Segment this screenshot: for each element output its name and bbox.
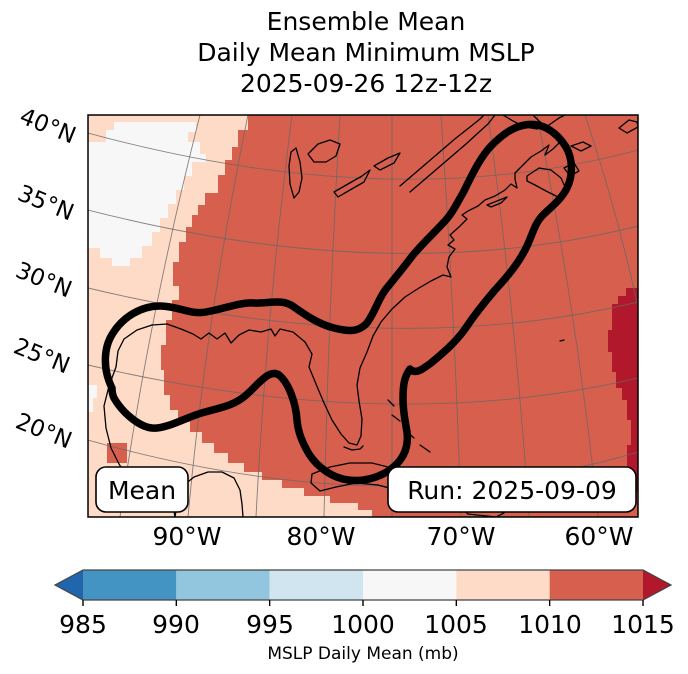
meridian-90w (187, 115, 249, 517)
colorbar: 985 990 995 1000 1005 1010 1015 MSLP Dai… (53, 569, 675, 664)
lat-label-35n: 35°N (14, 181, 78, 227)
colorbar-tick-labels: 985 990 995 1000 1005 1010 1015 (59, 610, 675, 639)
cbar-tick-985: 985 (59, 610, 107, 639)
meridian-70w (440, 115, 462, 517)
colorbar-seg-1000-1005 (363, 570, 457, 600)
lon-label-70w: 70°W (426, 522, 495, 551)
fill-region-1000-1005 (88, 122, 206, 412)
run-annotation-text: Run: 2025-09-09 (407, 476, 617, 505)
run-annotation: Run: 2025-09-09 (387, 466, 637, 513)
lat-label-30n: 30°N (12, 258, 76, 304)
x-axis-labels: 90°W 80°W 70°W 60°W (152, 522, 633, 551)
coast-long-island (486, 196, 508, 208)
colorbar-over-arrow (643, 570, 671, 600)
cbar-tick-1010: 1010 (518, 610, 582, 639)
parallel-35n (88, 209, 638, 254)
cbar-tick-995: 995 (246, 610, 294, 639)
map-body (88, 115, 638, 517)
parallel-25n (88, 364, 638, 405)
colorbar-seg-990-995 (176, 570, 270, 600)
meridian-80w (323, 115, 341, 517)
meridian-55w (584, 115, 638, 310)
fill-patch-1010-1015 (107, 443, 127, 463)
coast-florida-keys (343, 445, 364, 451)
colorbar-under-arrow (55, 570, 83, 600)
meridian-60w (536, 115, 599, 517)
meridian-85w (255, 115, 293, 517)
meridian-95w (119, 115, 201, 517)
map-frame (87, 114, 639, 518)
coast-great-lakes (288, 139, 401, 199)
coast-st-lawrence (399, 115, 638, 193)
title-line-2: Daily Mean Minimum MSLP (197, 38, 535, 67)
graticule (88, 115, 638, 517)
title-line-3: 2025-09-26 12z-12z (240, 69, 492, 98)
colorbar-seg-1005-1010 (456, 570, 550, 600)
cbar-tick-1005: 1005 (424, 610, 488, 639)
plot-title: Ensemble Mean Daily Mean Minimum MSLP 20… (197, 7, 535, 98)
meridian-65w (487, 115, 530, 517)
coast-mainland (103, 115, 562, 517)
colorbar-tick-marks (82, 600, 644, 606)
lat-label-40n: 40°N (16, 104, 80, 150)
cbar-tick-1000: 1000 (331, 610, 395, 639)
lon-label-90w: 90°W (152, 522, 221, 551)
colorbar-seg-995-1000 (269, 570, 363, 600)
mean-annotation-box (95, 466, 189, 513)
mean-annotation-text: Mean (108, 476, 176, 505)
run-annotation-box (387, 466, 637, 513)
colorbar-seg-1010-1015 (549, 570, 643, 600)
lon-label-60w: 60°W (564, 522, 633, 551)
lon-label-80w: 80°W (286, 522, 355, 551)
cbar-tick-1015: 1015 (611, 610, 675, 639)
lat-label-20n: 20°N (12, 409, 76, 455)
lat-label-25n: 25°N (10, 334, 74, 380)
y-axis-labels: 40°N 35°N 30°N 25°N 20°N (10, 104, 80, 455)
coast-bermuda (559, 339, 565, 342)
mean-annotation: Mean (95, 466, 189, 513)
title-line-1: Ensemble Mean (267, 7, 466, 36)
ensemble-contour (101, 120, 576, 485)
colorbar-seg-985-990 (83, 570, 177, 600)
fill-region-over-1015 (608, 288, 638, 492)
cbar-tick-990: 990 (152, 610, 200, 639)
colorbar-caption: MSLP Daily Mean (mb) (267, 644, 458, 664)
